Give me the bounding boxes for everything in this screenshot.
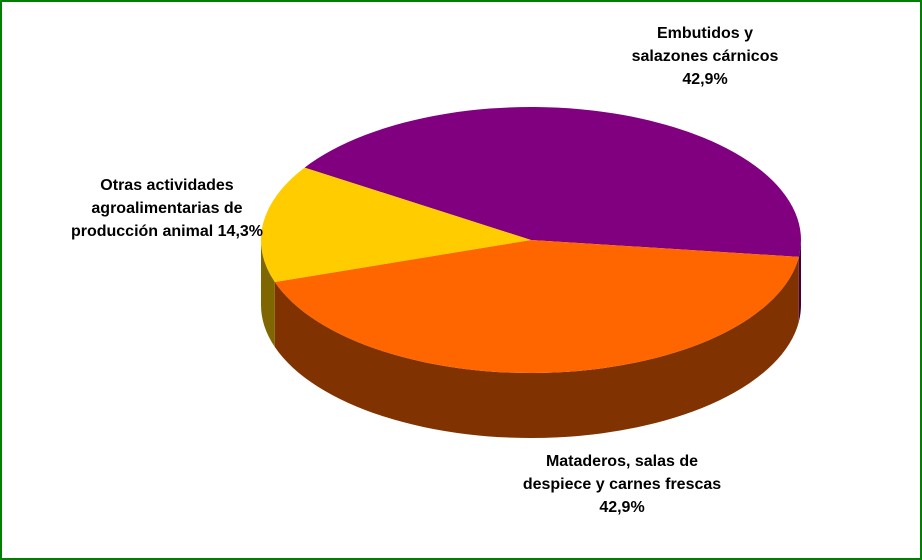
slice-side bbox=[798, 240, 801, 322]
slice-label: Embutidos y salazones cárnicos 42,9% bbox=[630, 22, 780, 91]
slice-label: Otras actividades agroalimentarias de pr… bbox=[62, 174, 272, 243]
category-label: Mataderos, salas de despiece y carnes fr… bbox=[522, 453, 722, 493]
value-label: 42,9% bbox=[599, 499, 645, 516]
slice-side bbox=[261, 240, 275, 348]
value-label: 14,3% bbox=[217, 223, 264, 240]
slice bbox=[304, 106, 802, 257]
slice-side bbox=[274, 256, 799, 439]
slice bbox=[274, 240, 799, 374]
value-label: 42,9% bbox=[682, 71, 728, 88]
category-label: Embutidos y salazones cárnicos bbox=[631, 25, 779, 65]
category-label: Otras actividades agroalimentarias de pr… bbox=[70, 177, 243, 240]
slice-label: Mataderos, salas de despiece y carnes fr… bbox=[522, 450, 722, 519]
slice bbox=[261, 167, 531, 283]
